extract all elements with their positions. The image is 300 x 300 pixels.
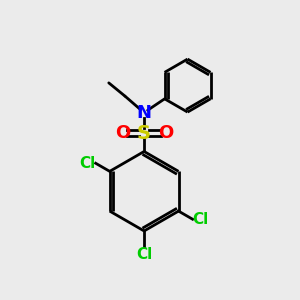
Text: S: S (137, 124, 151, 143)
Text: N: N (136, 104, 152, 122)
Text: Cl: Cl (136, 247, 152, 262)
Text: O: O (115, 124, 130, 142)
Text: O: O (158, 124, 173, 142)
Text: Cl: Cl (193, 212, 209, 227)
Text: Cl: Cl (80, 156, 96, 171)
